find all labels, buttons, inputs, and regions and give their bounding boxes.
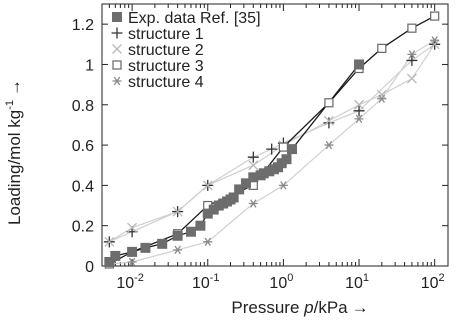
- legend-marker: [112, 76, 122, 86]
- data-point-exp: [281, 154, 292, 165]
- data-point-exp: [140, 242, 151, 253]
- data-point-structure-4: [127, 257, 137, 267]
- data-point-structure-1: [266, 143, 278, 155]
- legend-marker: [112, 44, 122, 54]
- data-point-structure-2: [376, 89, 387, 100]
- data-point-structure-1: [247, 151, 259, 163]
- legend-label: structure 4: [128, 74, 204, 91]
- data-point-exp: [104, 256, 115, 267]
- x-tick-label: 10-2: [116, 272, 144, 292]
- data-point-structure-3: [377, 43, 387, 53]
- data-point-structure-2: [127, 222, 138, 233]
- data-point-structure-4: [278, 181, 288, 190]
- data-point-structure-4: [377, 94, 387, 103]
- legend-label: structure 2: [128, 42, 204, 59]
- axes: 0 0.2 0.4 0.6 0.8 1 1.2 10-2 10-1 100 101 102: [72, 3, 449, 292]
- data-point-exp: [240, 178, 251, 189]
- data-point-structure-4: [354, 114, 364, 124]
- data-point-structure-3: [430, 11, 440, 21]
- data-point-structure-1: [406, 54, 418, 66]
- legend-marker: [112, 60, 122, 70]
- data-point-structure-2: [406, 73, 417, 84]
- data-point-structure-2: [323, 115, 334, 126]
- legend: Exp. data Ref. [35]structure 1structure …: [111, 10, 261, 91]
- y-tick-label: 0.6: [72, 138, 94, 155]
- data-point-structure-2: [429, 39, 440, 50]
- series-markers: [103, 11, 441, 269]
- data-point-structure-4: [173, 245, 183, 255]
- y-tick-label: 0.8: [72, 98, 94, 115]
- data-point-exp: [354, 59, 365, 70]
- data-point-exp: [287, 144, 298, 155]
- data-point-structure-1: [353, 105, 365, 117]
- data-point-structure-4: [203, 237, 213, 247]
- data-point-structure-1: [323, 117, 335, 129]
- x-tick-label: 100: [269, 272, 293, 292]
- data-point-structure-4: [430, 36, 440, 45]
- data-point-structure-4: [324, 140, 334, 150]
- data-point-exp: [172, 230, 183, 241]
- legend-label: structure 1: [128, 26, 204, 43]
- data-point-exp: [234, 184, 245, 195]
- y-tick-label: 0.2: [72, 219, 94, 236]
- data-point-exp: [185, 226, 196, 237]
- x-tick-label: 10-1: [192, 272, 220, 292]
- data-point-exp: [195, 220, 206, 231]
- x-axis-label: Pressure p/kPa →: [231, 298, 368, 317]
- data-point-structure-2: [172, 206, 183, 217]
- x-tick-label: 102: [421, 272, 445, 292]
- legend-marker: [111, 27, 123, 39]
- data-point-structure-4: [248, 199, 258, 208]
- data-point-exp: [110, 250, 121, 261]
- data-point-structure-2: [202, 180, 213, 191]
- plot-frame: [101, 3, 449, 267]
- data-point-exp: [127, 246, 138, 257]
- data-point-structure-3: [407, 23, 417, 33]
- y-tick-label: 0.4: [72, 178, 94, 195]
- x-tick-label: 101: [345, 272, 369, 292]
- legend-label: Exp. data Ref. [35]: [128, 10, 261, 27]
- y-tick-label: 0: [85, 259, 94, 276]
- y-axis-label: Loading/mol kg-1→: [4, 79, 24, 225]
- data-point-structure-2: [104, 236, 115, 247]
- y-tick-label: 1: [85, 57, 94, 74]
- y-tick-label: 1.2: [72, 17, 94, 34]
- data-point-exp: [157, 238, 168, 249]
- series-line-exp: [108, 64, 360, 263]
- data-point-structure-3: [324, 98, 334, 108]
- data-point-structure-2: [354, 99, 364, 110]
- data-point-structure-4: [407, 50, 417, 59]
- data-point-structure-2: [248, 160, 259, 171]
- legend-label: structure 3: [128, 58, 204, 75]
- data-point-exp: [228, 192, 239, 203]
- legend-marker: [112, 12, 122, 22]
- data-point-structure-3: [278, 142, 288, 152]
